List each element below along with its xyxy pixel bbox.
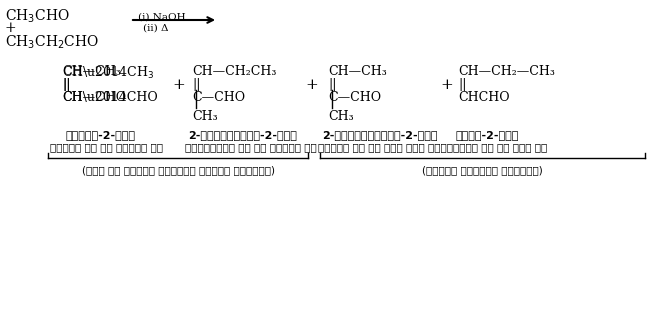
Text: एथेनल के एक अणु तथा प्रोपेनल के एक अणु से: एथेनल के एक अणु तथा प्रोपेनल के एक अणु स… — [318, 142, 547, 152]
Text: CH—CHO: CH—CHO — [62, 91, 126, 104]
Text: CHCHO: CHCHO — [458, 91, 510, 104]
Text: 2-मेथिलब्यूट-2-ईनल: 2-मेथिलब्यूट-2-ईनल — [322, 130, 438, 140]
Text: CH—CH₂—CH₃: CH—CH₂—CH₃ — [458, 65, 555, 78]
Text: CH$_3$CHO: CH$_3$CHO — [5, 8, 70, 25]
Text: CH$_3$CH$_2$CHO: CH$_3$CH$_2$CHO — [5, 34, 99, 51]
Text: प्रोपेनल के दो अणुओं से: प्रोपेनल के दो अणुओं से — [185, 142, 317, 152]
Text: ||: || — [192, 78, 201, 91]
Text: CH₃: CH₃ — [328, 110, 354, 123]
Text: 2-मेथिलपेंट-2-ईनल: 2-मेथिलपेंट-2-ईनल — [188, 130, 297, 140]
Text: CH—CH₂CH₃: CH—CH₂CH₃ — [192, 65, 277, 78]
Text: ||: || — [328, 78, 337, 91]
Text: (सरल या स्वयं एल्डोल संघनन उत्पाद): (सरल या स्वयं एल्डोल संघनन उत्पाद) — [81, 165, 275, 175]
Text: ब्यूट-2-ईनल: ब्यूट-2-ईनल — [65, 130, 135, 140]
Text: +: + — [305, 78, 317, 92]
Text: CH—CH₃: CH—CH₃ — [328, 65, 387, 78]
Text: CH—CH₃: CH—CH₃ — [62, 65, 121, 78]
Text: ||: || — [458, 78, 467, 91]
Text: C—CHO: C—CHO — [192, 91, 245, 104]
Text: (क्रॉस एल्डोल उत्याद): (क्रॉस एल्डोल उत्याद) — [422, 165, 543, 175]
Text: +: + — [440, 78, 453, 92]
Text: पेंट-2-ईनल: पेंट-2-ईनल — [455, 130, 518, 140]
Text: ||: || — [62, 78, 71, 91]
Text: (ii) Δ: (ii) Δ — [143, 24, 168, 33]
Text: +: + — [5, 21, 16, 35]
Text: CH\u2014CH$_3$: CH\u2014CH$_3$ — [62, 65, 154, 81]
Text: CH₃: CH₃ — [192, 110, 218, 123]
Text: CH\u2014CHO: CH\u2014CHO — [62, 91, 158, 104]
Text: (i) NaOH: (i) NaOH — [138, 13, 185, 22]
Text: ||: || — [62, 78, 71, 91]
Text: C—CHO: C—CHO — [328, 91, 381, 104]
Text: +: + — [172, 78, 185, 92]
Text: एथेनल के दो अणुओं से: एथेनल के दो अणुओं से — [50, 142, 163, 152]
